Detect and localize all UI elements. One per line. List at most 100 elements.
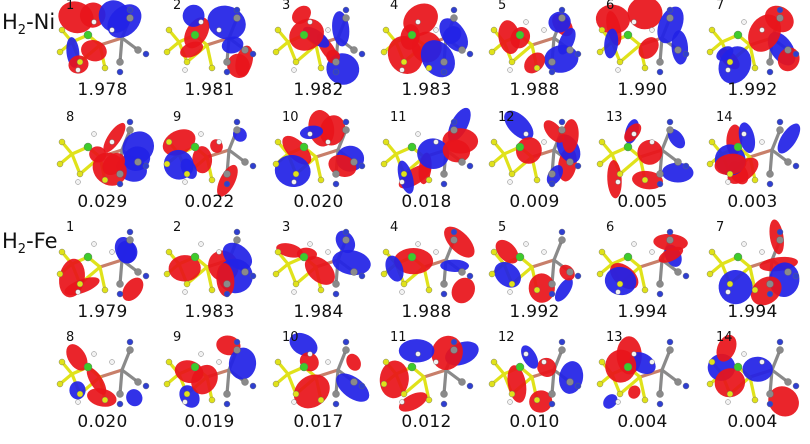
atom bbox=[725, 179, 731, 185]
atom bbox=[190, 362, 200, 372]
atom bbox=[407, 30, 417, 40]
atom bbox=[440, 290, 448, 298]
orbital-lobe-positive bbox=[122, 277, 144, 301]
atom bbox=[134, 158, 142, 166]
atom bbox=[249, 272, 257, 280]
atom bbox=[182, 289, 188, 295]
atom bbox=[440, 400, 448, 408]
atom bbox=[101, 286, 109, 294]
bond bbox=[98, 258, 124, 269]
atom bbox=[350, 46, 358, 54]
atom bbox=[415, 19, 421, 25]
occupation-number: 1.988 bbox=[509, 80, 560, 100]
bond bbox=[98, 368, 124, 379]
atom bbox=[407, 362, 417, 372]
orbital-index: 8 bbox=[66, 330, 75, 345]
atom bbox=[656, 290, 664, 298]
occupation-number: 1.979 bbox=[77, 302, 128, 322]
atom bbox=[109, 249, 115, 255]
orbital-lobe-negative bbox=[332, 249, 371, 276]
atom bbox=[631, 351, 637, 357]
atom bbox=[725, 67, 731, 73]
atom bbox=[598, 358, 606, 366]
atom bbox=[342, 236, 350, 244]
atom bbox=[126, 236, 134, 244]
orbital-lobe-positive bbox=[162, 129, 196, 156]
atom bbox=[317, 286, 325, 294]
atom bbox=[75, 289, 81, 295]
atom bbox=[216, 359, 222, 365]
atom bbox=[332, 170, 340, 178]
atom bbox=[291, 67, 297, 73]
orbital-lobe-positive bbox=[543, 120, 565, 143]
orbital-panel: 3 1.982 bbox=[266, 0, 371, 102]
atom bbox=[249, 162, 257, 170]
orbital-lobe-positive bbox=[638, 37, 659, 59]
atom bbox=[163, 48, 171, 56]
orbital-isosurface bbox=[56, 118, 155, 188]
bond bbox=[286, 262, 298, 286]
atom bbox=[458, 378, 466, 386]
atom bbox=[616, 58, 624, 66]
atom bbox=[292, 390, 300, 398]
occupation-number: 1.990 bbox=[617, 80, 668, 100]
atom bbox=[165, 26, 173, 34]
atom bbox=[741, 19, 747, 25]
atom bbox=[598, 248, 606, 256]
atom bbox=[682, 382, 690, 390]
occupation-number: 0.012 bbox=[401, 412, 452, 432]
orbital-isosurface bbox=[272, 110, 366, 188]
atom bbox=[325, 249, 331, 255]
orbital-index: 1 bbox=[66, 0, 75, 13]
orbital-panel: 10 0.020 bbox=[266, 110, 371, 214]
atom bbox=[307, 351, 313, 357]
atom bbox=[759, 359, 765, 365]
occupation-number: 0.004 bbox=[617, 412, 668, 432]
atom bbox=[596, 380, 604, 388]
occupation-number: 1.994 bbox=[617, 302, 668, 322]
atom bbox=[507, 67, 513, 73]
atom bbox=[399, 67, 405, 73]
occupation-number: 1.984 bbox=[293, 302, 344, 322]
atom bbox=[76, 390, 84, 398]
atom bbox=[332, 400, 340, 408]
atom bbox=[274, 138, 282, 146]
atom bbox=[706, 380, 714, 388]
orbital-index: 11 bbox=[390, 330, 407, 345]
orbital-panel: 4 1.983 bbox=[374, 0, 479, 102]
atom bbox=[317, 176, 325, 184]
orbital-lobe-positive bbox=[607, 160, 622, 199]
atom bbox=[58, 26, 66, 34]
atom bbox=[109, 359, 115, 365]
atom bbox=[776, 6, 784, 14]
orbital-lobe-positive bbox=[750, 276, 782, 306]
atom bbox=[332, 290, 340, 298]
orbital-isosurface bbox=[56, 0, 150, 76]
atom bbox=[682, 162, 690, 170]
atom bbox=[741, 131, 747, 137]
atom bbox=[733, 362, 743, 372]
atom bbox=[190, 252, 200, 262]
atom bbox=[541, 249, 547, 255]
atom bbox=[507, 179, 513, 185]
bond bbox=[402, 375, 426, 396]
orbital-lobe-positive bbox=[168, 255, 201, 282]
orbital-panel: 12 0.010 bbox=[482, 330, 587, 434]
atom bbox=[450, 118, 458, 126]
orbital-lobe-positive bbox=[180, 41, 204, 58]
atom bbox=[307, 241, 313, 247]
atom bbox=[116, 390, 124, 398]
atom bbox=[400, 170, 408, 178]
atom bbox=[450, 14, 458, 22]
atom bbox=[708, 138, 716, 146]
orbital-lobe-negative bbox=[274, 154, 311, 188]
atom bbox=[508, 58, 516, 66]
orbital-isosurface bbox=[379, 335, 479, 412]
atom bbox=[116, 170, 124, 178]
atom bbox=[183, 170, 191, 178]
atom bbox=[726, 390, 734, 398]
atom bbox=[241, 46, 249, 54]
occupation-number: 0.019 bbox=[184, 412, 235, 432]
orbital-index: 1 bbox=[66, 220, 75, 235]
orbital-isosurface bbox=[706, 219, 800, 306]
